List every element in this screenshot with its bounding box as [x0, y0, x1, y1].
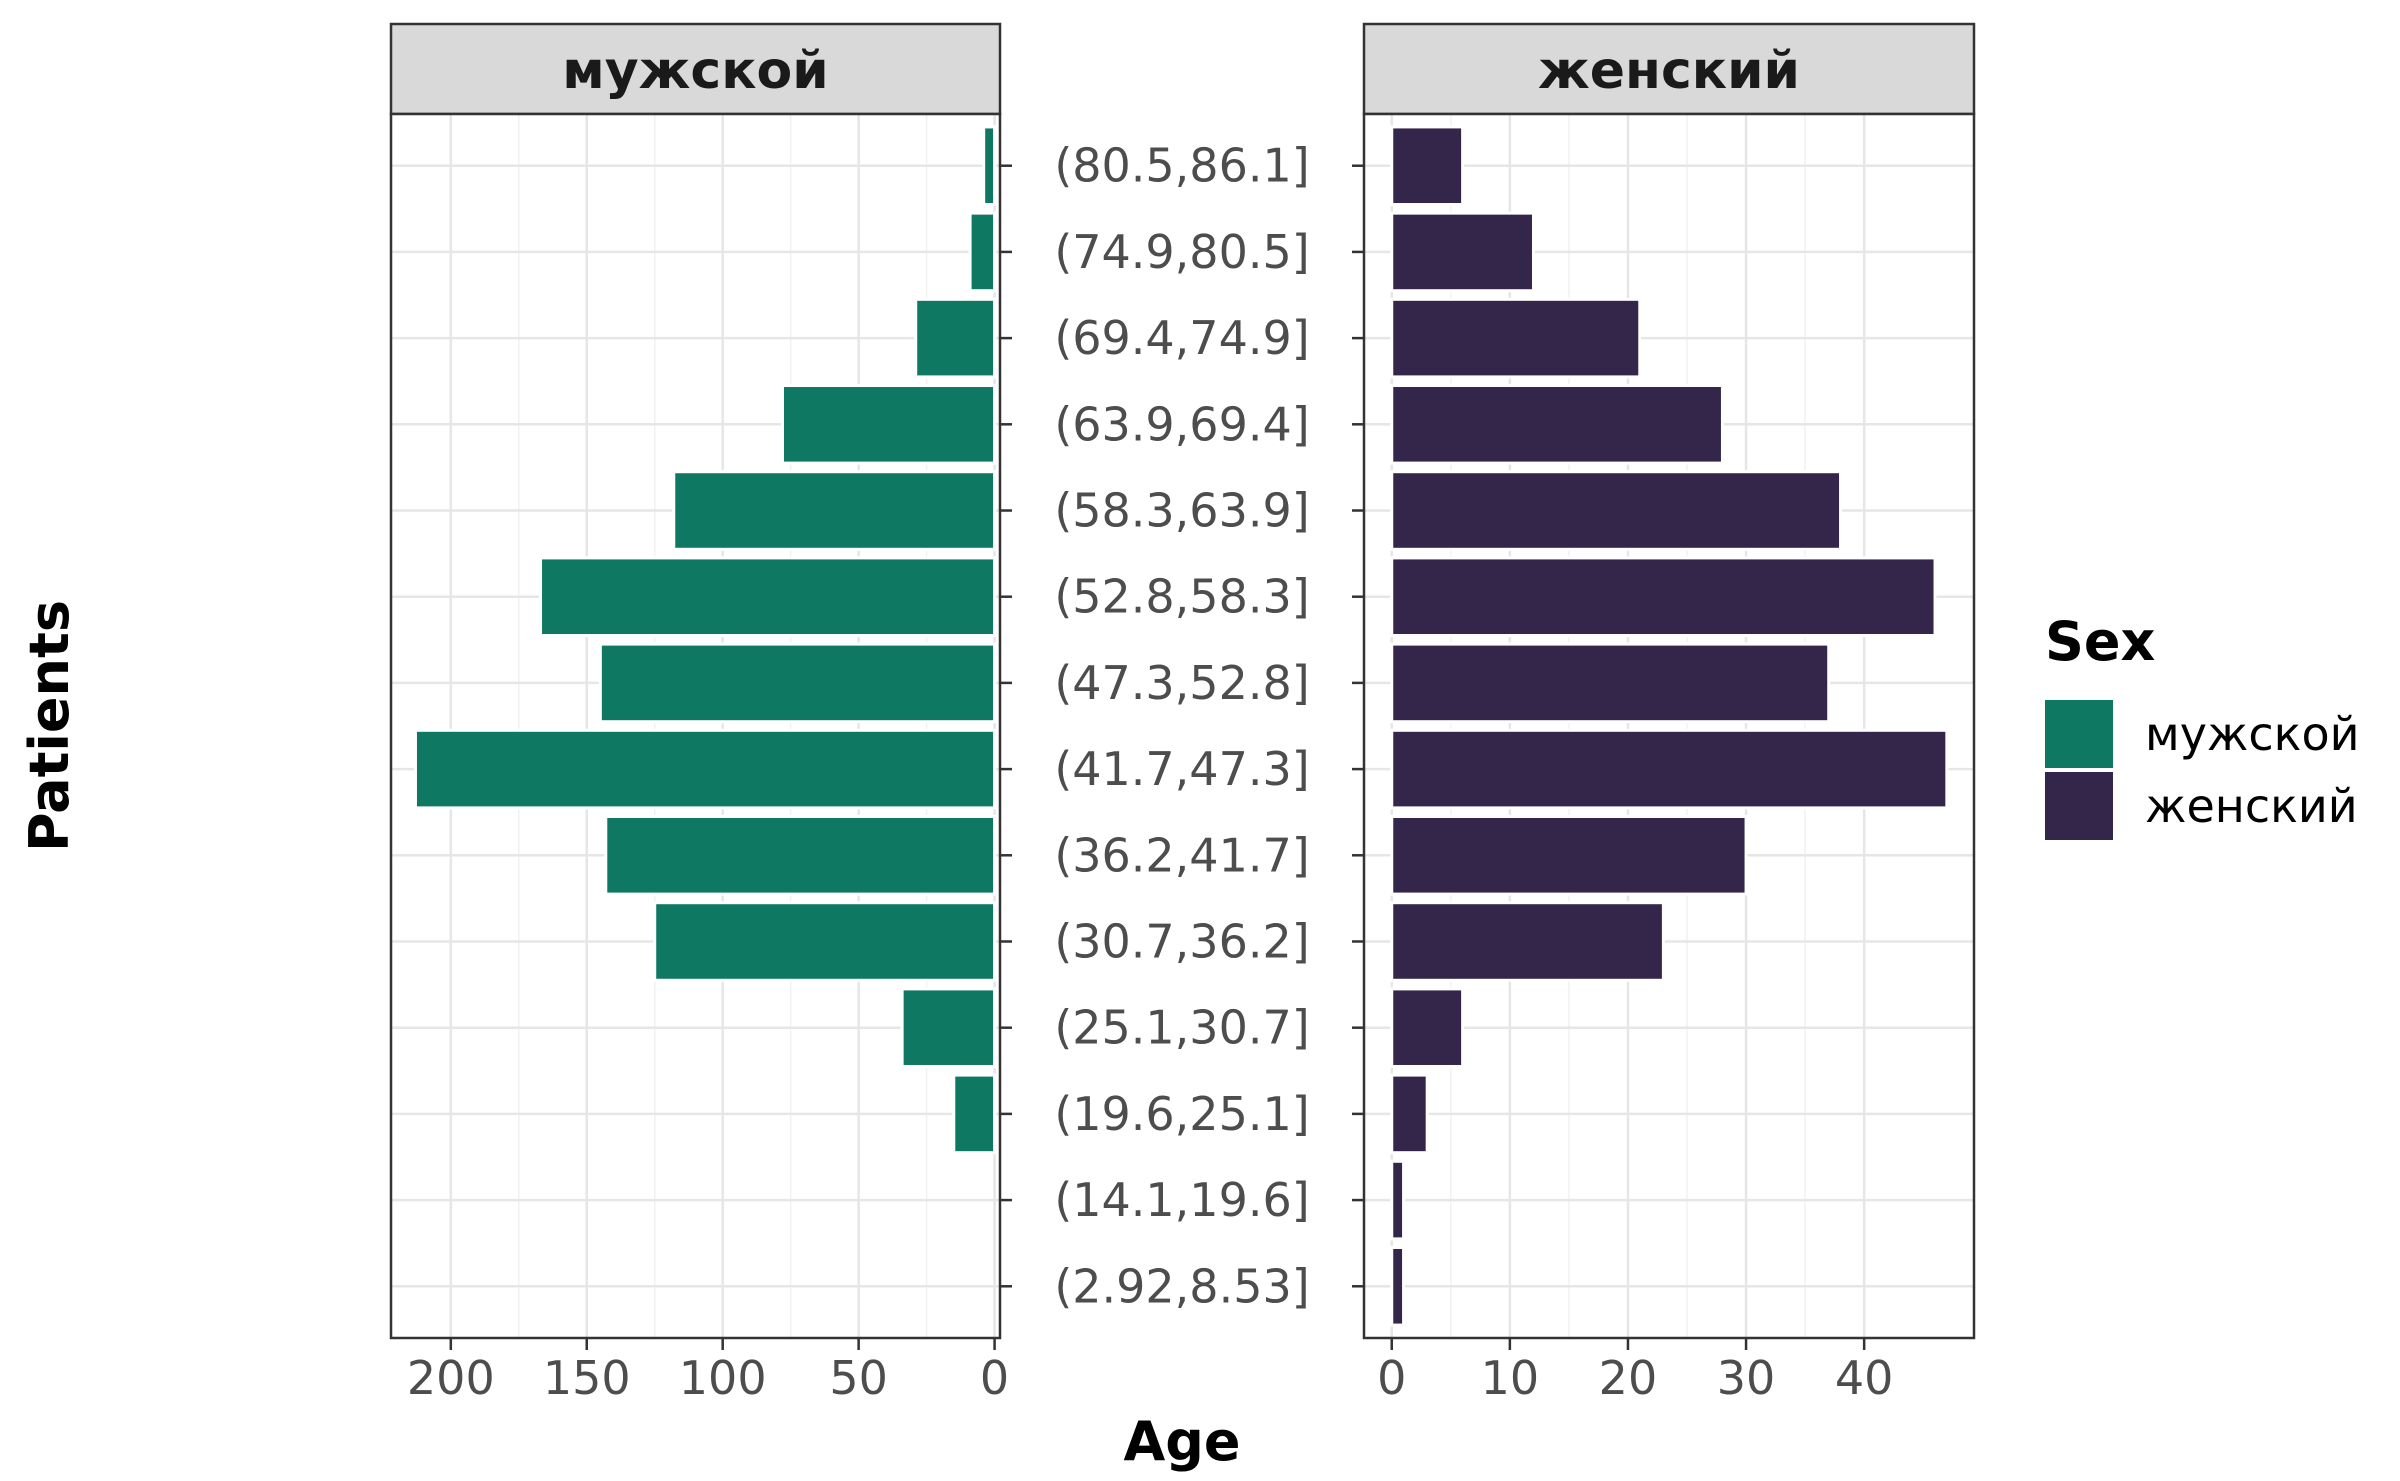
bar-male-6: [413, 728, 997, 810]
bar-female-12: [1390, 211, 1535, 293]
y-tick-label: (25.1,30.7]: [1054, 1001, 1309, 1055]
panel-female-background: [1364, 114, 1974, 1338]
x-tick-label: 20: [1599, 1351, 1658, 1405]
facet-male: мужской 200 150 100 50 0: [389, 22, 1009, 1405]
x-tick-label: 50: [829, 1351, 888, 1405]
legend-key: [2045, 772, 2113, 840]
legend-label: мужской: [2145, 707, 2359, 761]
y-tick-label: (47.3,52.8]: [1054, 656, 1309, 710]
panel-female-border: [1362, 112, 1976, 1340]
y-tick-label: (58.3,63.9]: [1054, 484, 1309, 538]
bar-male-12: [968, 211, 997, 293]
bar-male-10: [781, 384, 997, 465]
y-axis-title: Patients: [18, 600, 81, 852]
legend-title: Sex: [2045, 610, 2156, 673]
x-tick-label: 30: [1717, 1351, 1776, 1405]
strip-male-background: [389, 22, 1002, 116]
panel-male-bars: [413, 125, 997, 1155]
x-axis-title: Age: [1123, 1410, 1240, 1473]
legend-key: [2045, 700, 2113, 768]
y-tick-label: (14.1,19.6]: [1054, 1173, 1309, 1227]
bar-female-13: [1390, 125, 1465, 207]
panel-male-background: [391, 114, 1000, 1338]
bar-female-10: [1390, 384, 1724, 465]
strip-female-label: женский: [1538, 41, 1800, 101]
bar-female-11: [1390, 297, 1642, 379]
bar-female-0: [1390, 1245, 1406, 1327]
y-tick-label: (36.2,41.7]: [1054, 828, 1309, 882]
y-tick-label: (69.4,74.9]: [1054, 311, 1309, 365]
y-tick-label: (19.6,25.1]: [1054, 1087, 1309, 1141]
x-tick-label: 10: [1481, 1351, 1540, 1405]
x-tick-label: 40: [1835, 1351, 1894, 1405]
x-tick-label: 200: [407, 1351, 495, 1405]
facet-female: женский 0 10 20 30 40: [1362, 22, 1976, 1405]
bar-male-13: [982, 125, 997, 207]
x-tick-label: 100: [679, 1351, 767, 1405]
y-tick-label: (30.7,36.2]: [1054, 914, 1309, 968]
bar-male-8: [539, 556, 997, 637]
bar-male-7: [598, 642, 997, 724]
panel-male-border: [389, 112, 1002, 1340]
strip-female-background: [1362, 22, 1976, 116]
legend-items: мужской женский: [2045, 700, 2359, 840]
category-axis: (2.92,8.53] (14.1,19.6] (19.6,25.1] (25.1,3…: [1000, 139, 1364, 1313]
bar-male-5: [604, 815, 997, 896]
bar-female-3: [1390, 987, 1465, 1068]
x-tick-label: 0: [1377, 1351, 1406, 1405]
x-tick-label: 150: [543, 1351, 631, 1405]
y-tick-label: (2.92,8.53]: [1054, 1259, 1309, 1313]
bar-female-5: [1390, 815, 1748, 896]
y-tick-label: (52.8,58.3]: [1054, 570, 1309, 624]
bar-female-8: [1390, 556, 1937, 637]
x-tick-label: 0: [980, 1351, 1009, 1405]
legend: Sex мужской женский: [2045, 610, 2359, 840]
bar-male-3: [900, 987, 997, 1068]
panel-female-bars: [1390, 125, 1949, 1327]
x-axis-male: 200 150 100 50 0: [407, 1338, 1009, 1405]
y-tick-label: (80.5,86.1]: [1054, 139, 1309, 193]
bar-female-4: [1390, 901, 1665, 982]
bar-male-4: [653, 901, 997, 982]
strip-male-label: мужской: [562, 41, 828, 101]
bar-female-9: [1390, 470, 1843, 551]
y-tick-label: (41.7,47.3]: [1054, 742, 1309, 796]
bar-male-9: [672, 470, 997, 551]
bar-female-2: [1390, 1073, 1429, 1155]
bar-male-2: [952, 1073, 997, 1155]
bar-male-11: [914, 297, 997, 379]
y-tick-label: (63.9,69.4]: [1054, 397, 1309, 451]
x-axis-female: 0 10 20 30 40: [1377, 1338, 1893, 1405]
legend-label: женский: [2145, 779, 2358, 833]
bar-female-6: [1390, 728, 1949, 810]
y-tick-label: (74.9,80.5]: [1054, 225, 1309, 279]
bar-female-1: [1390, 1159, 1406, 1241]
bar-female-7: [1390, 642, 1831, 724]
